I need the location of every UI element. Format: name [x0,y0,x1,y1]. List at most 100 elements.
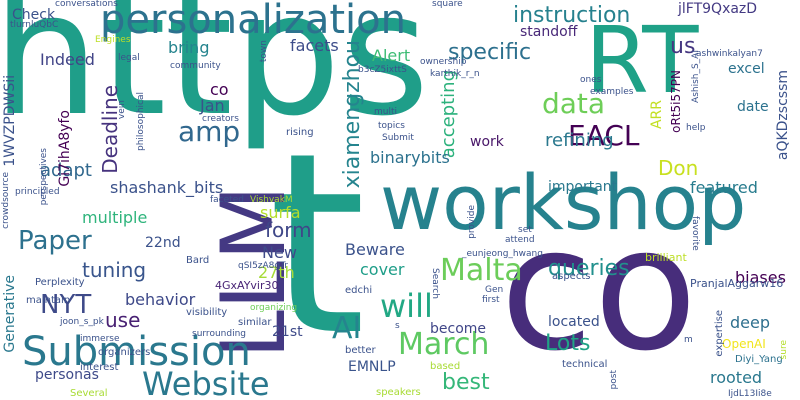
word-perspectives: perspectives [39,148,49,206]
word-beware: Beware [345,240,405,259]
word-co-small: co [210,80,229,99]
word-adapt: adapt [40,160,92,181]
word-aspects: aspects [552,271,591,282]
word-organizers: organizers [98,347,151,358]
word-edchi: edchi [345,285,373,296]
word-cover: cover [360,260,405,279]
word-ownership: ownership [420,57,467,67]
word-check: Check [12,7,56,23]
word-eacl: EACL [568,119,640,152]
word-personalization: personalization [100,0,406,43]
word-karthik-r-n: karthik_r_n [430,69,480,79]
word-don: Don [658,156,699,180]
word-gi7iha8yfo: Gi7ihA8yfo [57,110,73,187]
word-date: date [737,99,769,115]
word-multiple: multiple [82,208,148,227]
word-conversations: conversations [55,0,118,9]
word-use: use [105,308,141,332]
word-surfa: surfa [260,203,301,222]
word-openai: OpenAI [722,337,766,351]
word-post: post [609,370,619,390]
word-excel: excel [728,61,765,77]
word-will: will [380,287,433,325]
word-https: https [0,0,430,154]
word-specific: specific [448,40,532,65]
word-paper: Paper [18,226,92,256]
word-several: Several [70,388,108,399]
word-data: data [542,87,606,120]
word-emnlp: EMNLP [348,359,396,375]
word-submit: Submit [382,133,414,143]
word-22nd: 22nd [145,235,181,251]
word-aqkdzscssm: aQKDzscssm [775,70,791,161]
word-crowdsource: crowdsource [1,172,11,229]
word-behavior: behavior [125,290,196,309]
word-rising: rising [286,127,314,138]
word-form: form [265,218,312,242]
word-workshop: workshop [380,158,747,247]
word-s: s [395,321,400,331]
word-expertise: expertise [714,310,725,357]
word-tuning: tuning [82,258,147,282]
word-personas: personas [35,367,99,383]
word-21st: 21st [272,324,303,340]
word-engines: Engines [95,35,131,45]
word-best: best [442,370,490,395]
word-qsi5za8gtr: qSI5zA8gTr [238,261,289,271]
word-4gxayvir30: 4GxAYvir30 [215,279,279,292]
word-ijdl13ii8e: IjdL13Ii8e [728,389,772,399]
word-ort5i57pn: oRt5i57PN [669,70,683,133]
word-community: community [170,61,221,71]
word-malta: Malta [440,253,523,288]
word-immerse: immerse [80,334,120,344]
word-xiamengzhou: xiamengzhou [340,40,365,189]
word-bard: Bard [186,255,210,266]
word-square: square [432,0,463,9]
word-favorite: favorite [690,216,700,251]
word-philosophical: philosophical [136,92,146,152]
word-new: New [262,243,297,262]
word-faceted: faceted [210,195,244,205]
word-work: work [470,134,504,150]
word-lots: Lots [545,331,591,356]
word-provide: provide [467,205,477,239]
word-indeed: Indeed [40,50,95,69]
word-based: based [430,361,461,372]
word-rooted: rooted [710,368,763,387]
word-pranjalaggarw16: PranjalAggarw16 [690,277,784,290]
word-amp: amp [178,115,241,148]
word-better: better [345,345,376,356]
word-us: us [670,34,696,59]
word-instruction: instruction [513,3,631,28]
word-march: March [398,327,490,362]
word-tlurnluqbc: tlurnluQbC [10,20,59,30]
word-featured: featured [690,178,758,197]
word-first: first [482,295,500,305]
word-search: Search [430,268,440,299]
word-generative: Generative [2,275,18,353]
word-m: m [684,335,693,345]
word-examples: examples [590,87,634,97]
word-visibility: visibility [186,307,228,318]
word-accepting: accepting [438,70,459,159]
word-technical: technical [562,359,608,370]
word-jan: Jan [200,96,225,115]
word-ashwinkalyan7: ashwinkalyan7 [696,49,763,59]
word-located: located [548,314,600,330]
word-important: important [548,179,618,195]
word-refining: refining [545,130,614,151]
word-co: co [500,191,698,389]
word-sure: sure [779,340,789,360]
word-queries: queries [548,256,630,281]
word-eunjeong-hwang: _eunjeong_hwang [462,249,543,259]
word-biases: biases [735,268,786,287]
word-attend: attend [505,235,535,245]
word-vein: vein [117,100,127,120]
word-principled: principled [15,187,60,197]
word-joon-s-pk: joon_s_pk [60,317,104,327]
word-shashank-bits: shashank_bits [110,178,224,197]
word-t: t [268,99,367,390]
word-binarybits: binarybits [370,148,450,167]
word-perplexity: Perplexity [35,277,85,288]
